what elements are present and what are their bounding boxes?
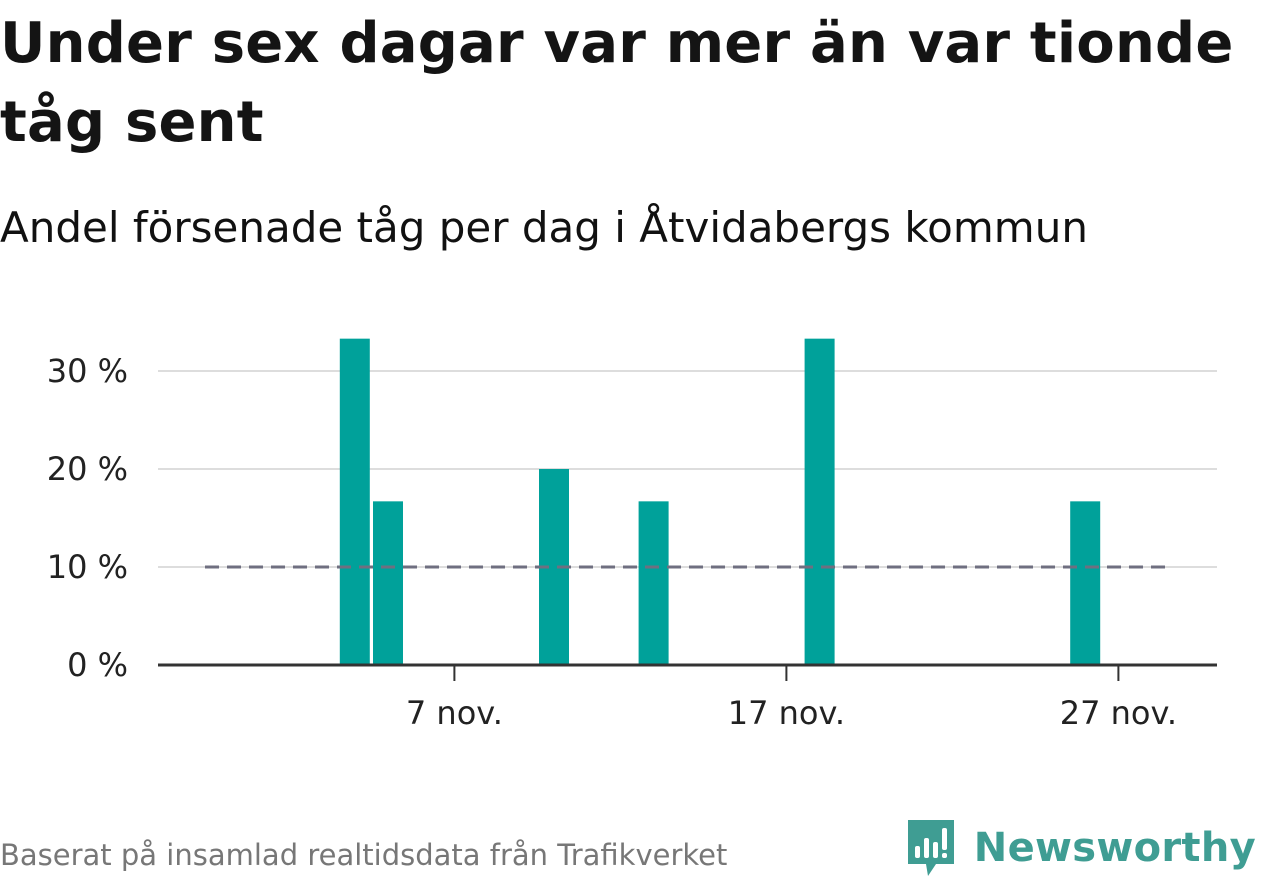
bar-4-nov-	[339, 338, 370, 665]
bars	[339, 338, 1101, 665]
y-tick-label: 10 %	[47, 548, 128, 586]
y-tick-label: 20 %	[47, 450, 128, 488]
bar-13-nov-	[638, 501, 669, 665]
bar-18-nov-	[804, 338, 835, 665]
x-tick-label: 27 nov.	[1060, 694, 1177, 732]
grid-lines	[158, 370, 1217, 568]
newsworthy-brand: Newsworthy	[906, 818, 1256, 878]
bar-5-nov-	[373, 501, 403, 665]
axes: 0 % 10 % 20 % 30 % 7 nov. 17 nov. 27 nov.	[47, 352, 1217, 732]
brand-name: Newsworthy	[973, 825, 1256, 871]
x-tick-label: 17 nov.	[728, 694, 845, 732]
y-tick-label: 0 %	[67, 646, 128, 684]
y-tick-label: 30 %	[47, 352, 128, 390]
x-tick-label: 7 nov.	[406, 694, 503, 732]
chart-title: Under sex dagar var mer än var tionde tå…	[0, 11, 1234, 155]
bar-26-nov-	[1070, 501, 1101, 665]
source-note: Baserat på insamlad realtidsdata från Tr…	[0, 838, 728, 872]
chart-subtitle: Andel försenade tåg per dag i Åtvidaberg…	[0, 203, 1088, 252]
newsworthy-logo-icon	[907, 820, 954, 876]
